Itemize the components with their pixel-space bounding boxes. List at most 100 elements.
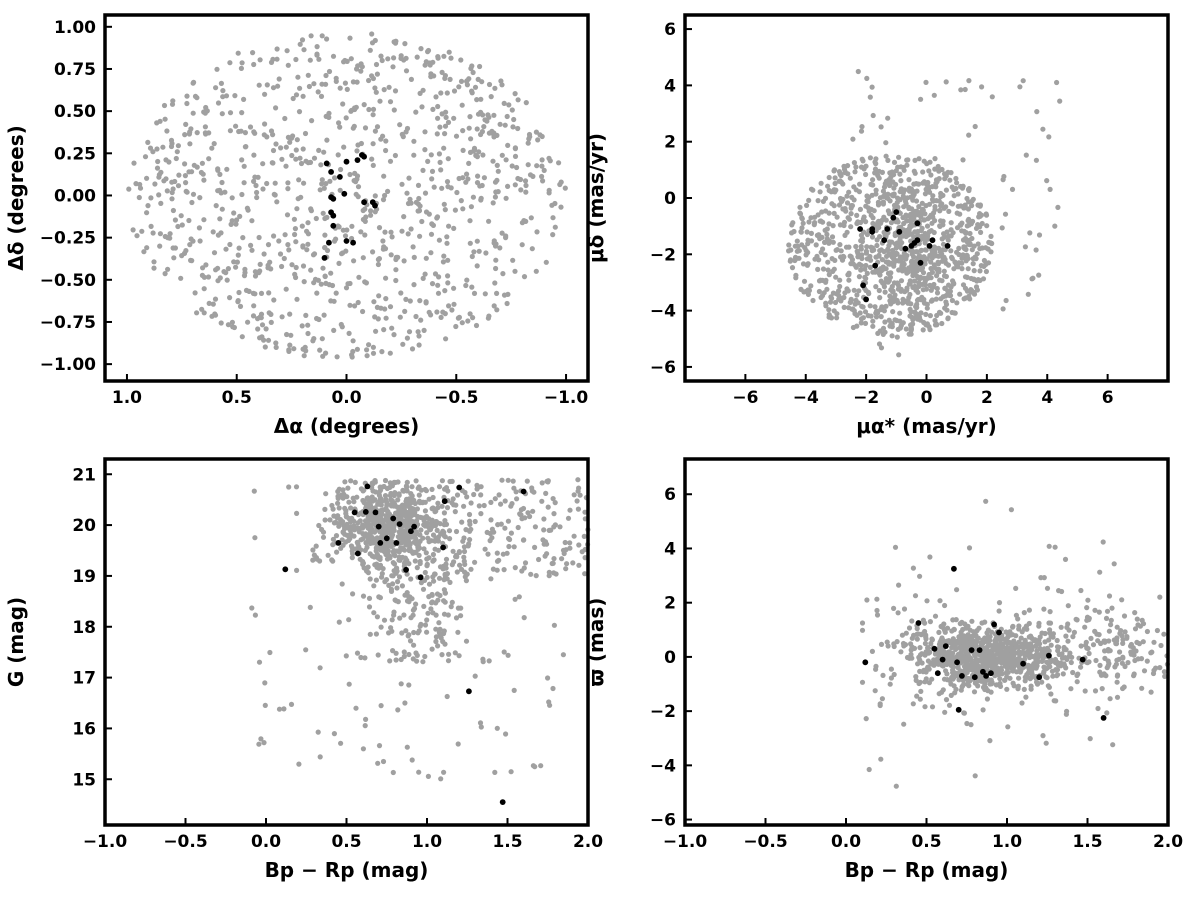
field-star-point [1065,621,1071,627]
field-star-point [837,222,844,228]
field-star-point [487,530,493,537]
x-tick-label: 0.5 [222,388,252,408]
field-star-point [316,147,322,153]
field-star-point [556,160,562,166]
field-star-point [494,725,500,731]
field-star-point [331,731,337,737]
field-star-point [1002,211,1009,217]
field-star-point [434,214,441,220]
field-star-point [854,220,860,227]
field-star-point [382,246,389,252]
field-star-point [383,498,389,504]
field-star-point [971,268,977,274]
field-star-point [408,576,414,582]
field-star-point [840,206,846,212]
field-star-point [933,321,939,327]
field-star-point [511,116,517,123]
field-star-point [194,130,200,136]
field-star-point [841,219,848,225]
field-star-point [445,119,452,125]
field-star-point [474,263,480,269]
field-star-point [407,509,413,515]
field-star-point [293,239,299,245]
x-tick-label: 1.0 [412,832,442,852]
field-star-point [523,218,529,224]
field-star-point [876,270,882,276]
field-star-point [332,175,338,181]
field-star-point [489,526,495,532]
field-star-point [502,525,508,531]
field-star-point [907,313,913,319]
field-star-point [854,248,860,254]
field-star-point [873,310,879,316]
field-star-point [431,184,437,190]
field-star-point [409,484,415,490]
field-star-point [160,144,166,150]
field-star-point [337,516,343,523]
field-star-point [532,764,538,770]
field-star-point [838,248,844,254]
field-star-point [567,507,573,513]
field-star-point [356,274,362,280]
field-star-point [344,86,350,92]
member-star-point [971,674,978,681]
field-star-point [421,546,427,552]
field-star-point [411,499,417,505]
field-star-point [867,303,873,309]
field-star-point [375,261,381,268]
field-star-point [439,478,445,484]
field-star-point [551,622,558,628]
field-star-point [963,256,970,262]
field-star-point [900,320,906,326]
field-star-point [423,255,429,261]
field-star-point [847,299,853,305]
member-star-point [944,243,951,249]
field-star-point [455,315,461,321]
field-star-point [282,232,288,238]
field-star-point [393,657,399,663]
field-star-point [236,128,242,135]
field-star-point [322,215,328,222]
field-star-point [1025,291,1031,297]
field-star-point [954,300,960,306]
field-star-point [243,144,249,150]
field-star-point [963,625,969,631]
field-star-point [857,181,863,187]
field-star-point [201,310,207,316]
field-star-point [1113,641,1120,647]
y-tick-label: 18 [72,618,96,638]
field-star-point [886,261,892,267]
field-star-point [811,222,817,228]
field-star-point [1097,569,1103,575]
field-star-point [320,265,326,271]
member-star-point [955,706,962,713]
field-star-point [1114,694,1121,700]
field-star-point [871,247,877,253]
field-star-point [351,533,357,539]
field-star-point [246,288,252,294]
field-star-point [1037,634,1043,640]
field-star-point [532,524,539,530]
field-star-point [947,177,953,183]
field-star-point [250,50,256,56]
field-star-point [471,145,478,151]
field-star-point [211,250,218,256]
field-star-point [879,169,886,175]
field-star-point [820,266,827,272]
field-star-point [936,176,942,182]
field-star-point [223,246,229,252]
x-tick-label: 1.5 [1072,832,1102,852]
field-star-point [273,141,279,147]
field-star-point [848,224,854,230]
field-star-point [478,131,484,138]
field-star-point [413,601,419,607]
field-star-point [381,173,387,179]
field-star-point [360,255,366,261]
field-star-point [360,488,366,494]
field-star-point [472,673,478,679]
field-star-point [285,62,291,68]
field-star-point [872,269,878,275]
field-star-point [263,326,269,332]
field-star-point [402,308,408,314]
field-star-point [373,61,380,68]
